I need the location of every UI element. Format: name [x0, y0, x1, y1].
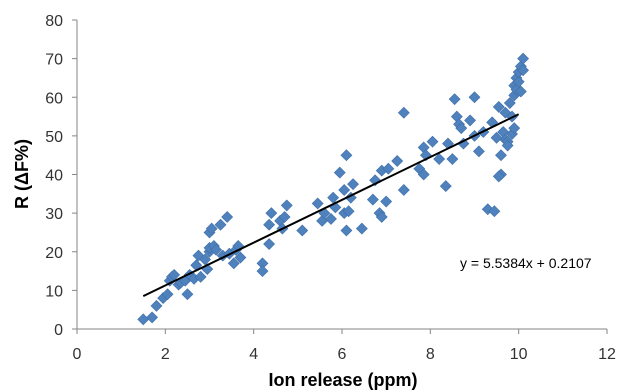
- data-point: [333, 166, 346, 179]
- data-point: [280, 199, 293, 212]
- trendline: [142, 113, 520, 297]
- data-point: [375, 211, 388, 223]
- data-point: [205, 222, 218, 235]
- data-point: [263, 218, 276, 231]
- data-point: [512, 75, 525, 88]
- data-point: [366, 193, 379, 206]
- data-point: [146, 311, 159, 324]
- data-point: [501, 139, 514, 152]
- data-point: [278, 211, 291, 223]
- data-point: [417, 168, 430, 181]
- data-point: [137, 313, 150, 326]
- data-point: [455, 122, 468, 135]
- data-point: [369, 174, 382, 187]
- data-points: [137, 52, 530, 326]
- data-point: [503, 97, 516, 109]
- x-tick-label: 10: [510, 346, 528, 363]
- data-point: [342, 205, 355, 218]
- x-tick-label: 6: [338, 346, 347, 363]
- data-point: [488, 205, 501, 218]
- data-point: [397, 184, 410, 196]
- data-point: [495, 149, 507, 162]
- data-point: [296, 224, 309, 237]
- data-point: [234, 251, 247, 264]
- data-point: [492, 100, 505, 113]
- data-point: [448, 93, 461, 106]
- y-tick-label: 40: [45, 168, 63, 185]
- y-tick-label: 70: [45, 52, 63, 69]
- y-tick-label: 80: [45, 13, 63, 30]
- data-point: [181, 288, 194, 301]
- y-tick-label: 0: [54, 322, 63, 339]
- data-point: [517, 52, 530, 65]
- data-point: [433, 153, 446, 165]
- x-tick-label: 0: [73, 346, 82, 363]
- y-tick-label: 10: [45, 283, 63, 300]
- data-point: [194, 270, 207, 283]
- trendline-equation: y = 5.5384x + 0.2107: [460, 255, 592, 271]
- data-point: [380, 195, 393, 208]
- data-point: [468, 91, 481, 104]
- data-point: [340, 149, 353, 162]
- data-point: [446, 153, 459, 165]
- x-tick-label: 8: [426, 346, 435, 363]
- y-tick-label: 30: [45, 206, 63, 223]
- data-point: [426, 135, 439, 148]
- data-point: [472, 145, 485, 158]
- data-point: [419, 149, 432, 162]
- y-axis: 0 10 20 30 40 50 60 70 80: [45, 13, 78, 339]
- data-point: [214, 218, 227, 231]
- data-point: [227, 257, 240, 270]
- data-point: [347, 178, 359, 191]
- data-point: [439, 180, 452, 193]
- data-point: [150, 299, 163, 312]
- data-point: [199, 253, 212, 266]
- data-point: [490, 131, 503, 144]
- x-tick-label: 4: [249, 346, 258, 363]
- data-point: [325, 212, 337, 225]
- data-point: [499, 106, 512, 119]
- data-point: [318, 207, 331, 220]
- data-point: [210, 243, 223, 256]
- data-point: [514, 85, 527, 98]
- data-point: [397, 106, 410, 119]
- x-tick-label: 12: [598, 346, 616, 363]
- y-tick-label: 50: [45, 129, 63, 146]
- data-point: [265, 207, 278, 220]
- data-point: [221, 211, 234, 223]
- data-point: [311, 197, 324, 210]
- data-point: [517, 64, 530, 77]
- data-point: [355, 222, 368, 235]
- x-axis-title: Ion release (ppm): [268, 370, 417, 390]
- data-point: [256, 265, 269, 277]
- y-tick-label: 60: [45, 90, 63, 107]
- y-axis-title: R (ΔF%): [12, 139, 32, 209]
- data-point: [391, 155, 404, 167]
- data-point: [508, 122, 521, 135]
- trendline-group: [142, 113, 520, 297]
- data-point: [340, 224, 353, 237]
- data-point: [338, 184, 351, 196]
- data-point: [263, 238, 276, 250]
- x-tick-label: 2: [161, 346, 170, 363]
- data-point: [382, 162, 395, 175]
- y-tick-label: 20: [45, 245, 63, 262]
- data-point: [492, 170, 505, 183]
- data-point: [464, 114, 477, 127]
- x-axis: 0 2 4 6 8 10 12: [73, 328, 616, 363]
- data-point: [161, 288, 174, 301]
